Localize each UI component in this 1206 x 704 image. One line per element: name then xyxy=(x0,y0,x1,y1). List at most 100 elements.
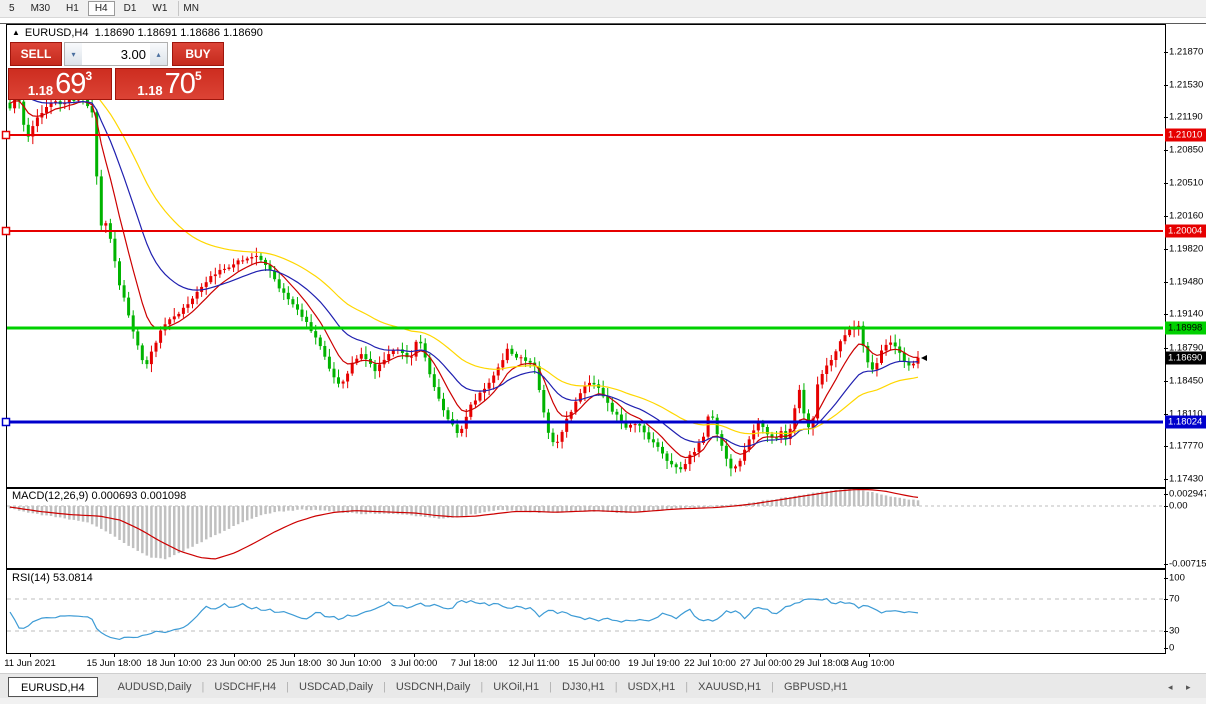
sell-price-display[interactable]: 1.18 69 3 xyxy=(8,68,112,100)
chart-tab-active[interactable]: EURUSD,H4 xyxy=(8,677,98,697)
macd-axis-tick xyxy=(1164,506,1168,507)
price-axis-label: 1.21870 xyxy=(1169,46,1204,58)
time-axis-label: 15 Jul 00:00 xyxy=(568,658,620,669)
time-axis-tick xyxy=(869,653,870,657)
sell-price-big-digits: 69 xyxy=(55,68,86,100)
price-axis-tick xyxy=(1164,117,1168,118)
rsi-panel-plot[interactable] xyxy=(6,569,1166,654)
chart-tab[interactable]: DJ30,H1 xyxy=(561,681,605,693)
time-axis-tick xyxy=(414,653,415,657)
time-axis-label: 3 Aug 10:00 xyxy=(843,658,895,669)
chart-tab-bar: EURUSD,H4 AUDUSD,Daily | USDCHF,H4 | USDCAD,D… xyxy=(0,673,1206,699)
price-tag: 1.21010 xyxy=(1165,128,1206,142)
rsi-indicator-label: RSI(14) 53.0814 xyxy=(12,572,93,584)
time-axis-tick xyxy=(474,653,475,657)
buy-button[interactable]: BUY xyxy=(172,42,224,66)
trade-panel-prices-row: 1.18 69 3 1.18 70 5 xyxy=(8,68,224,100)
time-axis-label: 18 Jun 10:00 xyxy=(146,658,202,669)
price-tag: 1.18690 xyxy=(1165,351,1206,365)
buy-price-display[interactable]: 1.18 70 5 xyxy=(115,68,224,100)
volume-decrease-button[interactable]: ▾ xyxy=(65,43,82,65)
time-axis-label: 23 Jun 00:00 xyxy=(206,658,262,669)
macd-axis-label: 0.00 xyxy=(1169,500,1188,512)
sell-price-prefix: 1.18 xyxy=(27,83,54,98)
macd-panel-plot[interactable] xyxy=(6,488,1166,569)
rsi-axis-tick xyxy=(1164,599,1168,600)
timeframe-button-MN[interactable]: MN xyxy=(183,3,199,14)
rsi-axis-tick xyxy=(1164,631,1168,632)
chart-tab[interactable]: USDCAD,Daily xyxy=(299,681,373,693)
tab-scroll-left-icon[interactable]: ◂ xyxy=(1168,682,1173,692)
price-axis-label: 1.17430 xyxy=(1169,473,1204,485)
price-tag: 1.20004 xyxy=(1165,224,1206,238)
time-axis-label: 30 Jun 10:00 xyxy=(326,658,382,669)
buy-price-prefix: 1.18 xyxy=(137,83,163,98)
tab-scroll-right-icon[interactable]: ▸ xyxy=(1186,682,1191,692)
sell-price-pip-digit: 3 xyxy=(85,69,93,83)
timeframe-button-D1[interactable]: D1 xyxy=(123,3,137,14)
collapse-panel-icon[interactable]: ▲ xyxy=(12,28,20,37)
volume-input[interactable] xyxy=(82,43,150,65)
price-axis-tick xyxy=(1164,282,1168,283)
time-axis-label: 25 Jun 18:00 xyxy=(266,658,322,669)
buy-price-pip-digit: 5 xyxy=(194,69,202,83)
rsi-axis-label: 0 xyxy=(1169,642,1175,654)
price-axis-label: 1.20850 xyxy=(1169,144,1204,156)
price-axis-tick xyxy=(1164,446,1168,447)
price-axis-tick xyxy=(1164,249,1168,250)
chart-tab[interactable]: UKOil,H1 xyxy=(493,681,540,693)
rsi-axis-tick xyxy=(1164,578,1168,579)
time-axis-tick xyxy=(534,653,535,657)
chart-tab[interactable]: USDCHF,H4 xyxy=(214,681,277,693)
rsi-axis-label: 70 xyxy=(1169,593,1180,605)
chart-window-top-border xyxy=(0,23,1206,24)
volume-increase-button[interactable]: ▴ xyxy=(150,43,167,65)
macd-indicator-label: MACD(12,26,9) 0.000693 0.001098 xyxy=(12,490,187,502)
time-axis-tick xyxy=(820,653,821,657)
timeframe-button-W1[interactable]: W1 xyxy=(152,3,168,14)
tab-separator: | xyxy=(614,681,618,693)
chart-title-symbol: EURUSD,H4 xyxy=(24,27,89,39)
rsi-axis-label: 30 xyxy=(1169,625,1180,637)
tab-separator: | xyxy=(771,681,774,693)
time-axis-tick xyxy=(594,653,595,657)
price-axis-tick xyxy=(1164,183,1168,184)
price-axis-label: 1.20510 xyxy=(1169,177,1204,189)
trade-panel-controls-row: SELL ▾ ▴ BUY xyxy=(8,42,224,66)
timeframe-button-H4[interactable]: H4 xyxy=(87,1,115,16)
time-axis-tick xyxy=(766,653,767,657)
price-axis-tick xyxy=(1164,52,1168,53)
chart-tab[interactable]: AUDUSD,Daily xyxy=(117,681,192,693)
time-axis-label: 29 Jul 18:00 xyxy=(794,658,846,669)
chart-tab[interactable]: USDX,H1 xyxy=(627,681,676,693)
time-axis-tick xyxy=(654,653,655,657)
timeframe-button-H1[interactable]: H1 xyxy=(66,3,79,14)
volume-spinner: ▾ ▴ xyxy=(64,42,168,66)
tab-separator: | xyxy=(382,681,386,693)
chart-tab[interactable]: XAUUSD,H1 xyxy=(698,681,762,693)
price-axis-label: 1.21190 xyxy=(1169,111,1203,123)
bottom-strip xyxy=(0,698,1206,704)
price-axis-label: 1.19140 xyxy=(1169,308,1204,320)
time-axis-label: 12 Jul 11:00 xyxy=(508,658,560,669)
macd-axis-tick xyxy=(1164,494,1168,495)
time-axis-label: 27 Jul 00:00 xyxy=(740,658,792,669)
chart-title-quotes: 1.18690 1.18691 1.18686 1.18690 xyxy=(94,27,263,39)
chart-tab[interactable]: USDCNH,Daily xyxy=(395,681,471,693)
price-axis-tick xyxy=(1164,314,1168,315)
time-axis-label: 15 Jun 18:00 xyxy=(86,658,142,669)
tab-separator: | xyxy=(685,681,689,693)
timeframe-button-5[interactable]: 5 xyxy=(9,3,15,14)
time-axis-tick xyxy=(294,653,295,657)
time-axis-tick xyxy=(174,653,175,657)
timeframe-button-M30[interactable]: M30 xyxy=(30,3,51,14)
main-chart-plot[interactable] xyxy=(6,24,1166,488)
sell-button[interactable]: SELL xyxy=(10,42,62,66)
chart-tab[interactable]: GBPUSD,H1 xyxy=(783,681,848,693)
price-axis-tick xyxy=(1164,348,1168,349)
price-axis-label: 1.18790 xyxy=(1169,342,1204,354)
time-axis-label: 19 Jul 19:00 xyxy=(628,658,680,669)
price-axis-tick xyxy=(1164,216,1168,217)
price-axis-tick xyxy=(1164,414,1168,415)
